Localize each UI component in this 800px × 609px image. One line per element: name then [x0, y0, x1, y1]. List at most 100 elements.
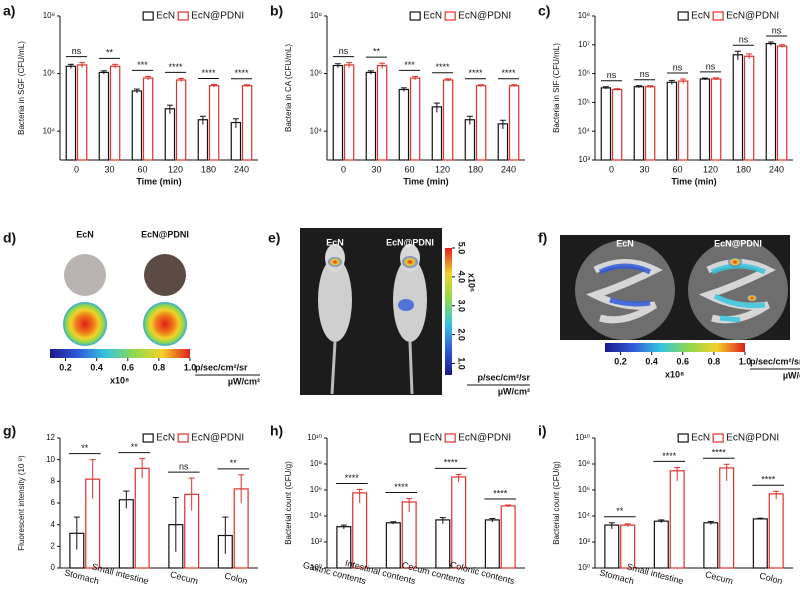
image-label: EcN: [326, 237, 344, 247]
panel-label: c): [538, 3, 550, 19]
colorbar-tick-label: 0.8: [708, 356, 721, 366]
image-label: EcN: [76, 229, 94, 239]
legend-swatch: [712, 11, 724, 21]
unit-bottom: µW/cm²: [228, 376, 260, 386]
significance-label: **: [81, 443, 89, 453]
x-tick-label: 60: [137, 164, 147, 174]
unit-top: p/sec/cm²/sr: [750, 356, 800, 366]
y-axis-label: Fluorescent intensity (10 ⁸): [17, 455, 26, 551]
colorbar-tick-label: 0.4: [645, 356, 658, 366]
bar: [109, 65, 121, 161]
y-tick-label: 2: [51, 541, 56, 550]
significance-label: ns: [179, 461, 189, 471]
bar: [65, 65, 77, 161]
x-tick-label: 180: [468, 164, 483, 174]
y-tick-label: 10⁸: [43, 11, 55, 20]
significance-label: ****: [501, 68, 516, 78]
significance-label: ****: [345, 473, 360, 483]
y-tick-label: 10⁸: [310, 11, 322, 20]
legend-swatch: [409, 433, 421, 443]
significance-label: ns: [339, 46, 349, 56]
image-label: EcN: [616, 238, 634, 248]
bar: [76, 64, 88, 161]
panel-label: a): [3, 3, 15, 19]
legend-label: EcN: [156, 433, 175, 444]
bar: [398, 88, 410, 161]
x-tick-label: 240: [501, 164, 516, 174]
y-tick-label: 10⁸: [578, 459, 590, 468]
panel-label: d): [3, 230, 16, 246]
significance-label: ns: [607, 70, 617, 80]
bar: [208, 85, 220, 161]
legend-label: EcN: [423, 11, 442, 22]
colorbar-tick-label: 1.0: [457, 357, 467, 370]
y-axis-label: Bacterial count (CFU/g): [284, 461, 293, 545]
y-tick-label: 10⁴: [310, 511, 323, 520]
significance-label: **: [131, 442, 139, 452]
colorbar-multiplier: x10⁶: [467, 273, 477, 292]
y-tick-label: 10⁴: [578, 511, 591, 520]
y-axis-label: Bacteria in SGF (CFU/mL): [17, 41, 26, 135]
unit-top: p/sec/cm²/sr: [477, 372, 530, 382]
bar: [703, 522, 719, 569]
bar: [431, 106, 443, 161]
colorbar: [605, 343, 745, 352]
x-tick-label: 60: [672, 164, 682, 174]
panel-label: i): [538, 423, 547, 439]
bar: [669, 470, 685, 569]
colorbar: [445, 248, 452, 375]
y-tick-label: 10⁷: [578, 40, 590, 49]
y-tick-label: 10²: [310, 537, 322, 546]
colorbar-tick-label: 1.0: [184, 362, 197, 372]
bar: [175, 79, 187, 161]
legend-label: EcN: [691, 433, 710, 444]
y-tick-label: 10⁶: [310, 69, 322, 78]
significance-label: ****: [493, 488, 508, 498]
x-tick-label: Small intestine: [91, 561, 150, 586]
bar: [442, 79, 454, 161]
colorbar-multiplier: x10⁸: [110, 375, 129, 385]
legend-swatch: [142, 11, 154, 21]
mouse-images: [300, 228, 442, 395]
bar: [611, 88, 623, 161]
colorbar-tick-label: 5.0: [457, 242, 467, 255]
y-tick-label: 10⁸: [578, 11, 590, 20]
significance-label: ****: [712, 448, 727, 458]
y-tick-label: 10: [46, 455, 55, 464]
colorbar-tick-label: 1.0: [739, 356, 752, 366]
bar: [500, 505, 516, 569]
y-tick-label: 10¹⁰: [575, 433, 590, 442]
y-tick-label: 10⁰: [578, 563, 590, 572]
significance-label: ****: [444, 458, 459, 468]
x-tick-label: 120: [703, 164, 718, 174]
y-axis-label: Bacterial count (CFU/g): [552, 461, 561, 545]
legend-label: EcN@PDNI: [191, 11, 244, 22]
panel-label: b): [270, 3, 283, 19]
legend-label: EcN@PDNI: [458, 11, 511, 22]
significance-label: ****: [201, 68, 216, 78]
x-axis-label: Time (min): [403, 176, 448, 186]
panel-label: f): [538, 230, 547, 246]
sample-images: [63, 254, 187, 346]
significance-label: ****: [761, 475, 776, 485]
bar: [451, 476, 467, 569]
bar: [765, 43, 777, 161]
colorbar-tick-label: 0.2: [614, 356, 627, 366]
y-tick-label: 10³: [578, 155, 590, 164]
colorbar-tick-label: 0.6: [122, 362, 135, 372]
significance-label: ***: [137, 60, 148, 70]
colorbar-multiplier: x10⁸: [665, 369, 684, 379]
x-tick-label: 180: [201, 164, 216, 174]
colorbar-tick-label: 0.8: [153, 362, 166, 372]
x-tick-label: 120: [435, 164, 450, 174]
x-tick-label: 60: [404, 164, 414, 174]
bar: [699, 78, 711, 161]
x-tick-label: Cecum: [704, 569, 734, 586]
bar: [604, 524, 620, 569]
legend-swatch: [142, 433, 154, 443]
x-tick-label: Colon: [223, 570, 248, 586]
bar: [768, 493, 784, 569]
panel-label: h): [270, 423, 283, 439]
unit-bottom: µW/cm²: [783, 370, 800, 380]
bar: [633, 86, 645, 161]
